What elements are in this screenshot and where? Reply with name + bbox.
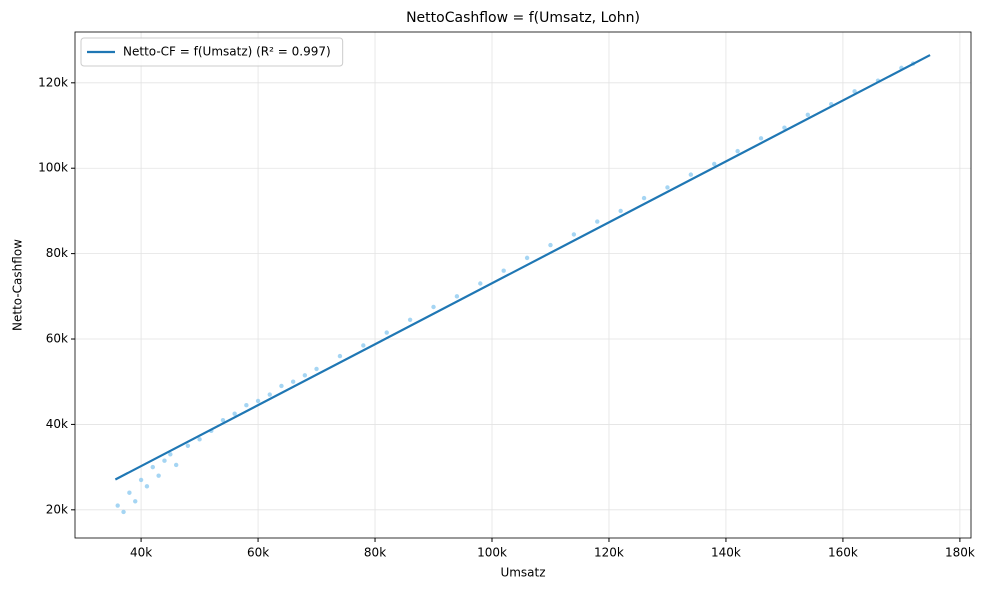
point (852, 89, 857, 94)
x-tick-label: 120k (594, 546, 624, 560)
y-tick-label: 60k (46, 332, 68, 346)
point (758, 136, 764, 141)
plot-frame (74, 31, 972, 539)
chart-title: NettoCashflow = f(Umsatz, Lohn) (406, 10, 640, 26)
y-axis-label: Netto-Cashflow (11, 239, 25, 331)
point (244, 403, 249, 408)
point (302, 373, 308, 378)
point (314, 366, 319, 372)
point (173, 462, 179, 468)
y-tick-label: 80k (46, 246, 68, 260)
x-axis-label: Umsatz (500, 566, 545, 580)
point (220, 417, 226, 423)
point (337, 353, 343, 359)
point (548, 242, 553, 248)
x-tick-label: 40k (130, 546, 152, 560)
point (127, 490, 132, 495)
point (407, 317, 413, 323)
y-tick-label: 40k (46, 417, 68, 431)
point (144, 484, 150, 489)
point (641, 195, 647, 201)
point (782, 125, 787, 130)
y-tick-label: 20k (46, 502, 68, 516)
point (185, 443, 191, 448)
point (162, 458, 167, 463)
point (618, 208, 623, 214)
point (712, 161, 717, 167)
point (595, 219, 600, 224)
point (688, 172, 694, 177)
x-tick-label: 60k (247, 546, 269, 560)
legend: Netto-CF = f(Umsatz) (R² = 0.997) (80, 37, 344, 67)
x-tick-label: 80k (364, 546, 386, 560)
point (156, 473, 161, 478)
point (115, 503, 120, 508)
point (805, 112, 811, 118)
point (384, 330, 389, 335)
y-tick-label: 100k (38, 161, 68, 175)
point (138, 477, 144, 483)
fit-line (114, 54, 931, 481)
point (454, 294, 460, 299)
point (267, 392, 272, 397)
point (232, 411, 237, 416)
point (279, 383, 284, 389)
point (501, 268, 506, 273)
point (571, 232, 577, 237)
point (255, 398, 261, 404)
x-tick-label: 160k (828, 546, 858, 560)
point (478, 281, 483, 286)
x-tick-label: 180k (945, 546, 975, 560)
point (361, 343, 366, 348)
point (197, 437, 202, 442)
point (121, 509, 126, 515)
point (150, 464, 155, 470)
point (168, 452, 173, 457)
legend-label: Netto-CF = f(Umsatz) (R² = 0.997) (123, 45, 331, 59)
x-tick-label: 100k (477, 546, 507, 560)
point (290, 379, 296, 384)
point (524, 255, 530, 261)
legend-box (80, 37, 344, 67)
point (665, 185, 670, 190)
point (133, 499, 138, 504)
x-tick-label: 140k (711, 546, 741, 560)
point (431, 304, 436, 310)
point (735, 148, 740, 154)
y-tick-label: 120k (38, 75, 68, 89)
